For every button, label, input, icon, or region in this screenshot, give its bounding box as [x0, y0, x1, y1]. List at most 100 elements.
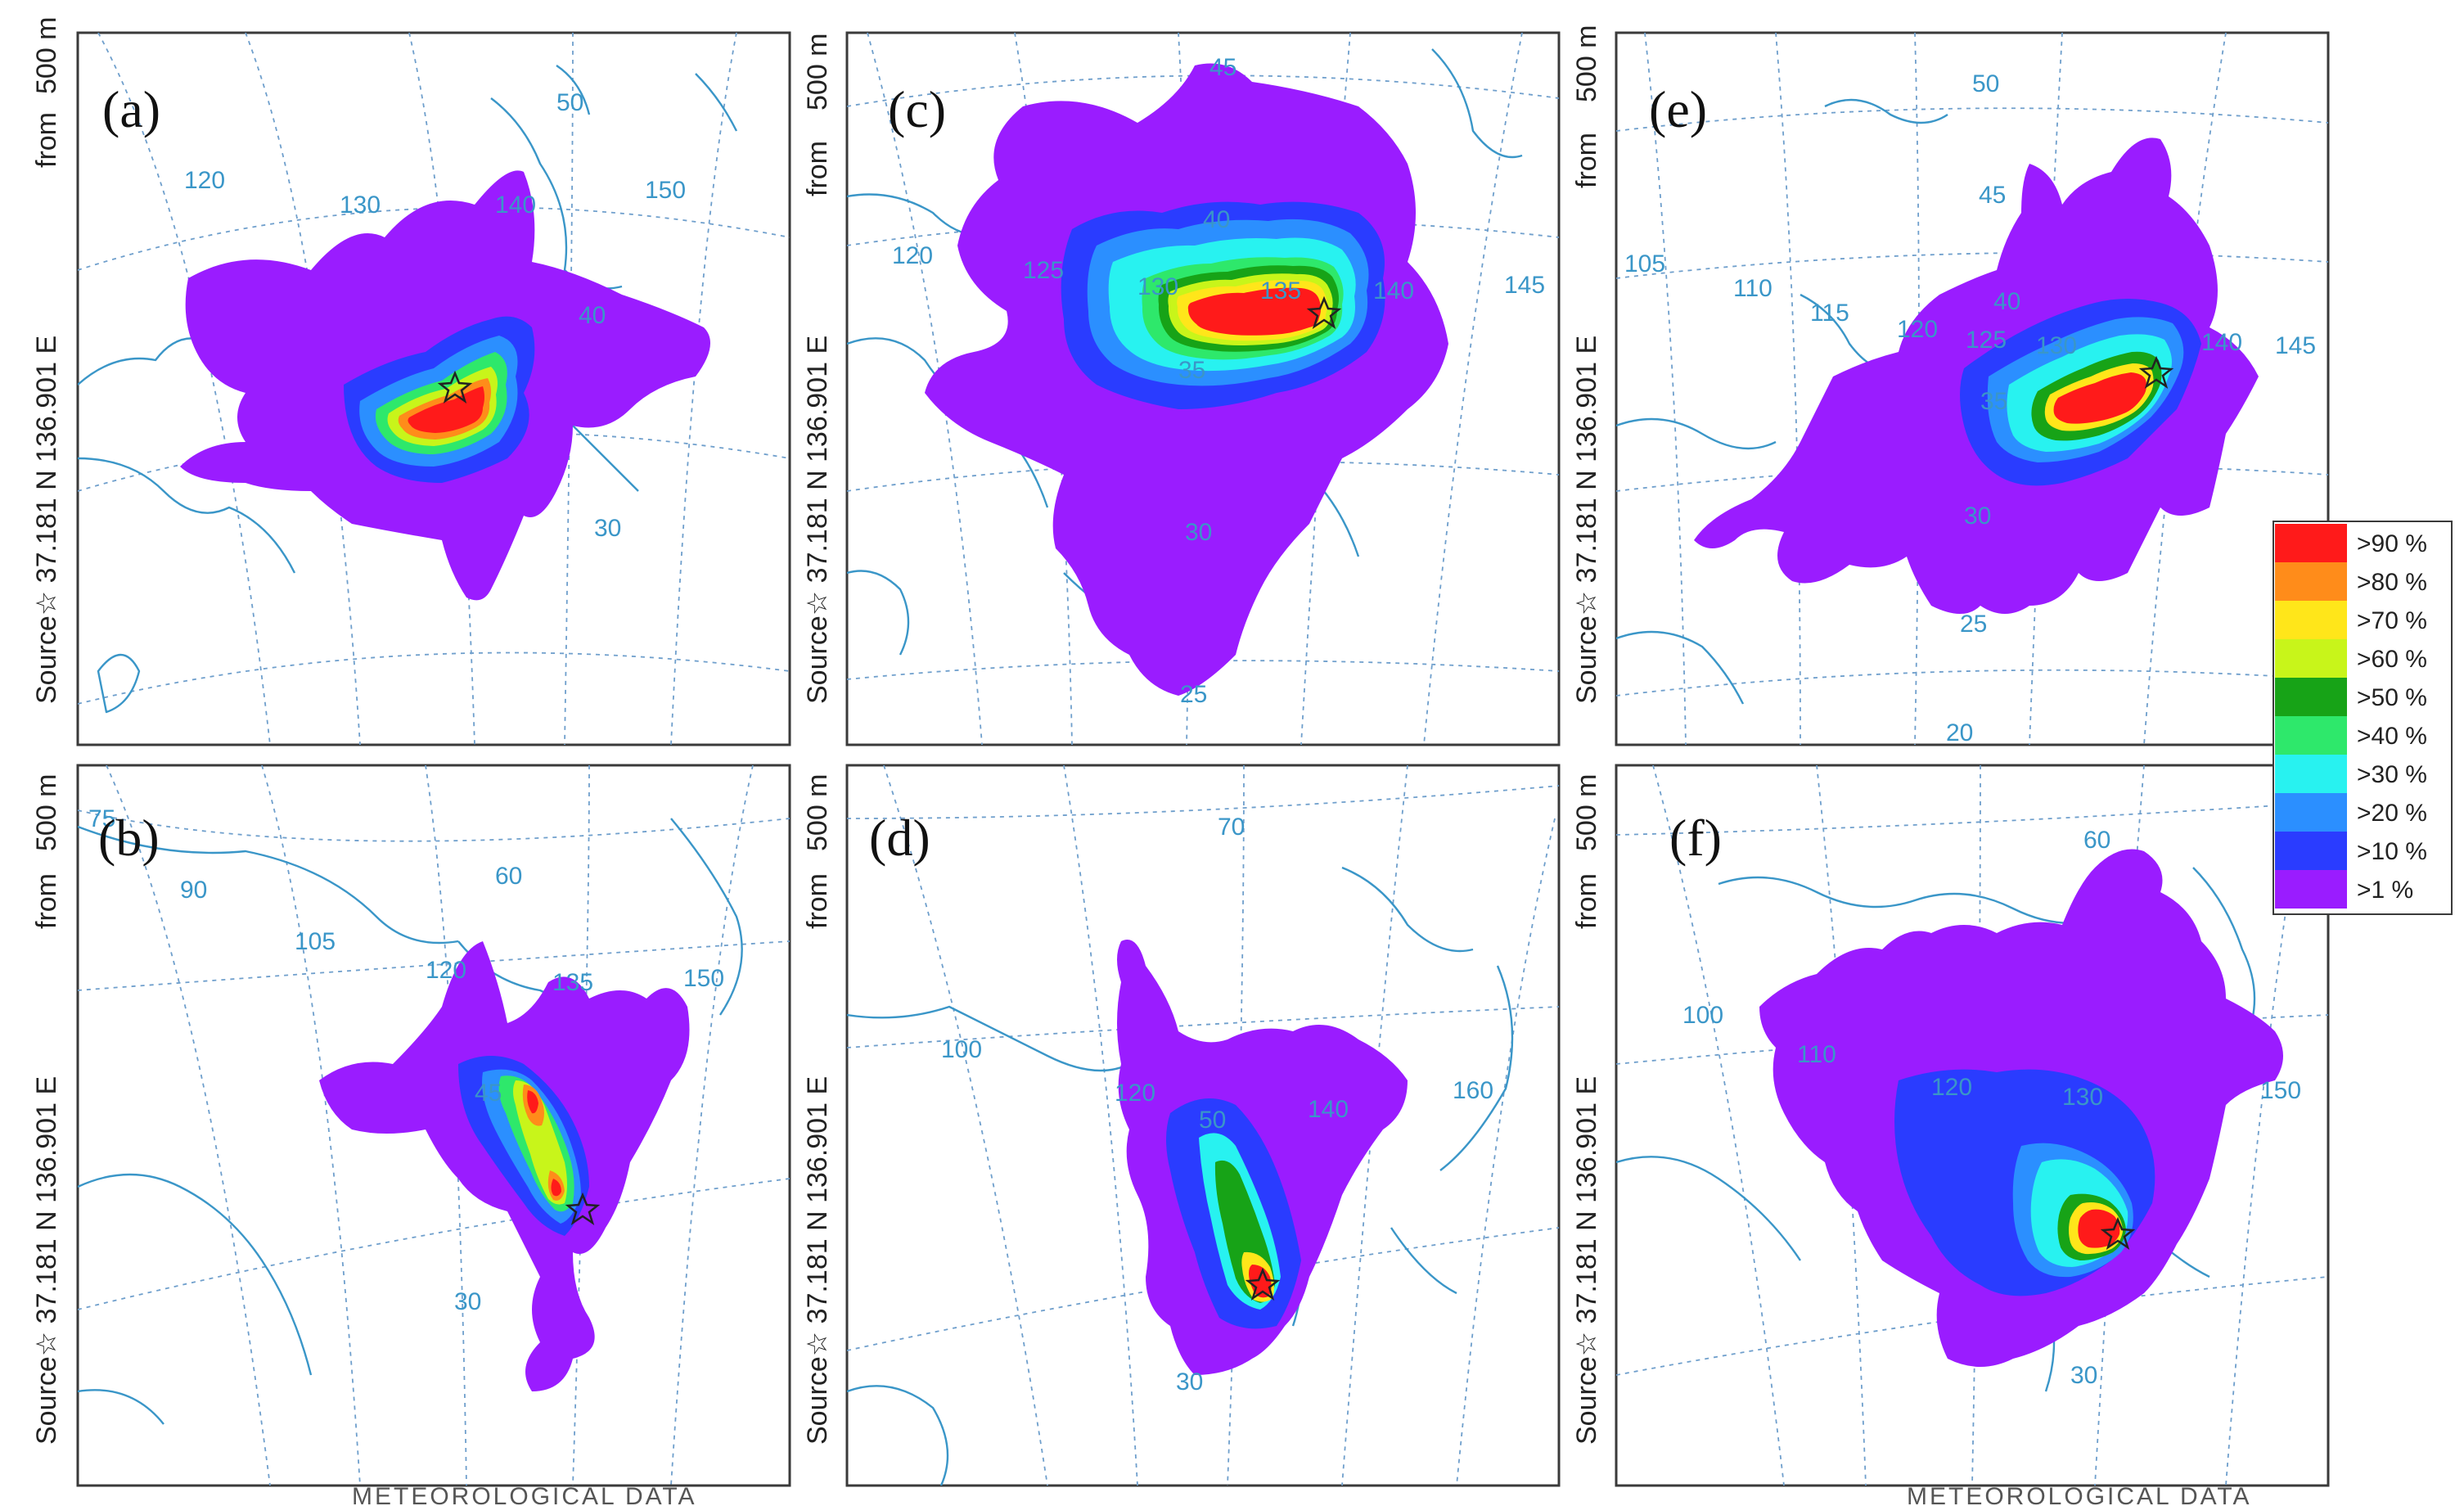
- panel-e-grid-label: 50: [1972, 70, 1999, 97]
- panel-a-label: (a): [102, 80, 160, 138]
- legend-label-gt60: >60 %: [2357, 646, 2427, 673]
- legend-swatch-gt20: [2275, 793, 2347, 832]
- panel-e-grid-label: 145: [2275, 332, 2316, 359]
- panel-c-grid-label: 145: [1504, 272, 1545, 299]
- panel-d-grid-labels: 70 100 120 140 160 50 30: [941, 814, 1493, 1396]
- panel-d-label: (d): [869, 809, 930, 867]
- panel-e-side-coords: Source☆ 37.181 N 136.901 E: [1571, 336, 1602, 704]
- legend-label-gt10: >10 %: [2357, 838, 2427, 865]
- panel-c-grid-label: 45: [1209, 54, 1237, 81]
- panel-b-map: [78, 765, 790, 1486]
- panel-f: 60 100 110 120 130 150 30 (f) Source☆ 37…: [1571, 764, 2330, 1487]
- panel-b-band-gt80: [522, 1084, 565, 1201]
- panel-d-side-from: from: [802, 873, 833, 929]
- panel-d-grid-label: 50: [1199, 1107, 1226, 1134]
- panel-d: 70 100 120 140 160 50 30 (d) Source☆ 37.…: [802, 764, 1561, 1487]
- panel-a-grid-label: 40: [579, 302, 606, 329]
- panel-e-grid-label: 120: [1897, 316, 1938, 343]
- panel-e-grid-label: 130: [2036, 332, 2077, 359]
- panel-e-grid-label: 115: [1810, 300, 1849, 327]
- panel-b-side-coords: Source☆ 37.181 N 136.901 E: [31, 1076, 62, 1445]
- footer-caption-left: METEOROLOGICAL DATA: [352, 1483, 697, 1506]
- panel-c-grid-label: 130: [1137, 273, 1178, 300]
- panel-e-plume: [1694, 138, 2259, 614]
- panel-c-side-coords: Source☆ 37.181 N 136.901 E: [802, 336, 833, 704]
- panel-c-grid-label: 140: [1373, 277, 1414, 304]
- panel-e-source-star: [2138, 355, 2174, 389]
- legend-swatch-gt40: [2275, 716, 2347, 755]
- panel-c-grid-label: 120: [892, 242, 933, 269]
- panel-e-grid-label: 40: [1993, 288, 2020, 315]
- panel-a-grid-label: 50: [556, 89, 583, 116]
- panel-e: 50 45 40 105 110 115 120 125 130 140 145…: [1571, 25, 2330, 746]
- legend-label-gt40: >40 %: [2357, 723, 2427, 750]
- panel-a-band-gt90: [408, 386, 484, 433]
- panel-a-source-star: [437, 370, 473, 404]
- panel-f-side-height: 500 m: [1571, 774, 1602, 852]
- panel-e-grid-label: 30: [1964, 503, 1991, 530]
- panel-c-grid-label: 30: [1185, 519, 1212, 546]
- panel-c-side-height: 500 m: [802, 34, 833, 111]
- panel-f-side-from: from: [1571, 873, 1602, 929]
- panel-d-band-gt90: [1249, 1265, 1272, 1298]
- panel-a-grid-labels: 120 130 140 150 50 40 30: [184, 89, 686, 542]
- panel-b-plume: [319, 941, 690, 1391]
- panel-f-grid-label: 60: [2083, 827, 2110, 854]
- panel-c-grid-label: 35: [1178, 357, 1205, 384]
- panel-b-side-from: from: [31, 873, 62, 929]
- legend-swatch-gt60: [2275, 639, 2347, 678]
- legend-swatch-gt30: [2275, 755, 2347, 793]
- panel-c-grid-label: 125: [1023, 257, 1064, 284]
- panel-e-grid-label: 110: [1733, 275, 1773, 302]
- panel-d-source-star: [1245, 1267, 1281, 1301]
- panel-b-side-height: 500 m: [31, 774, 62, 852]
- panel-e-grid-label: 105: [1624, 250, 1665, 277]
- panel-f-label: (f): [1669, 809, 1722, 867]
- panel-d-grid-label: 100: [941, 1036, 982, 1063]
- panel-e-grid-label: 45: [1979, 182, 2006, 209]
- panel-f-grid-label: 30: [2070, 1362, 2097, 1389]
- panel-d-grid-label: 30: [1176, 1368, 1203, 1396]
- panel-d-side-coords: Source☆ 37.181 N 136.901 E: [802, 1076, 833, 1445]
- panel-f-plume: [1759, 849, 2283, 1367]
- panel-f-grid-label: 150: [2260, 1077, 2301, 1104]
- panel-f-grid-label: 130: [2062, 1084, 2103, 1111]
- legend-swatch-gt80: [2275, 562, 2347, 601]
- panel-c-source-star: [1306, 295, 1342, 329]
- panel-b-label: (b): [98, 809, 160, 867]
- panel-f-map: [1616, 765, 2328, 1486]
- panel-e-band-gt90: [2053, 372, 2146, 424]
- panel-f-grid-label: 120: [1931, 1074, 1972, 1101]
- panel-c-grid-label: 135: [1260, 277, 1301, 304]
- panel-f-grid-label: 110: [1797, 1041, 1836, 1068]
- panel-d-side-height: 500 m: [802, 774, 833, 852]
- panel-d-grid-label: 70: [1218, 814, 1245, 841]
- panel-e-grid-label: 20: [1946, 719, 1973, 746]
- panel-b-grid-label: 105: [295, 928, 336, 955]
- panel-b-band-gt90: [527, 1090, 561, 1197]
- panel-a-grid-label: 150: [645, 177, 686, 204]
- panel-e-map: [1616, 33, 2328, 745]
- legend-label-gt90: >90 %: [2357, 530, 2427, 557]
- panel-c-band-gt90: [1187, 287, 1321, 336]
- panel-b: 90 105 120 135 150 60 45 30 75 (b) Sourc…: [31, 764, 791, 1487]
- panel-c-side-from: from: [802, 141, 833, 196]
- panel-b-grid-label: 30: [454, 1288, 481, 1315]
- panel-e-grid-label: 140: [2201, 329, 2242, 356]
- panel-a-grid-label: 30: [594, 515, 621, 542]
- panel-d-grid-label: 140: [1308, 1096, 1349, 1123]
- panel-d-map: [847, 765, 1559, 1486]
- panel-a-grid-label: 130: [340, 192, 381, 219]
- panel-e-side-from: from: [1571, 133, 1602, 188]
- footer-caption-right: METEOROLOGICAL DATA: [1907, 1483, 2252, 1506]
- panel-b-grid-label: 60: [495, 863, 522, 890]
- panel-c-grid-labels: 45 40 120 125 130 135 140 145 35 30 25: [892, 54, 1545, 708]
- panel-f-grid-labels: 60 100 110 120 130 150 30: [1682, 827, 2301, 1389]
- panel-b-grid-label: 90: [180, 877, 207, 904]
- legend-swatch-gt70: [2275, 601, 2347, 639]
- panel-b-grid-label: 45: [475, 1080, 502, 1107]
- panel-d-grid-label: 160: [1453, 1077, 1493, 1104]
- panel-b-grid-label: 135: [552, 969, 593, 996]
- legend-label-gt80: >80 %: [2357, 569, 2427, 596]
